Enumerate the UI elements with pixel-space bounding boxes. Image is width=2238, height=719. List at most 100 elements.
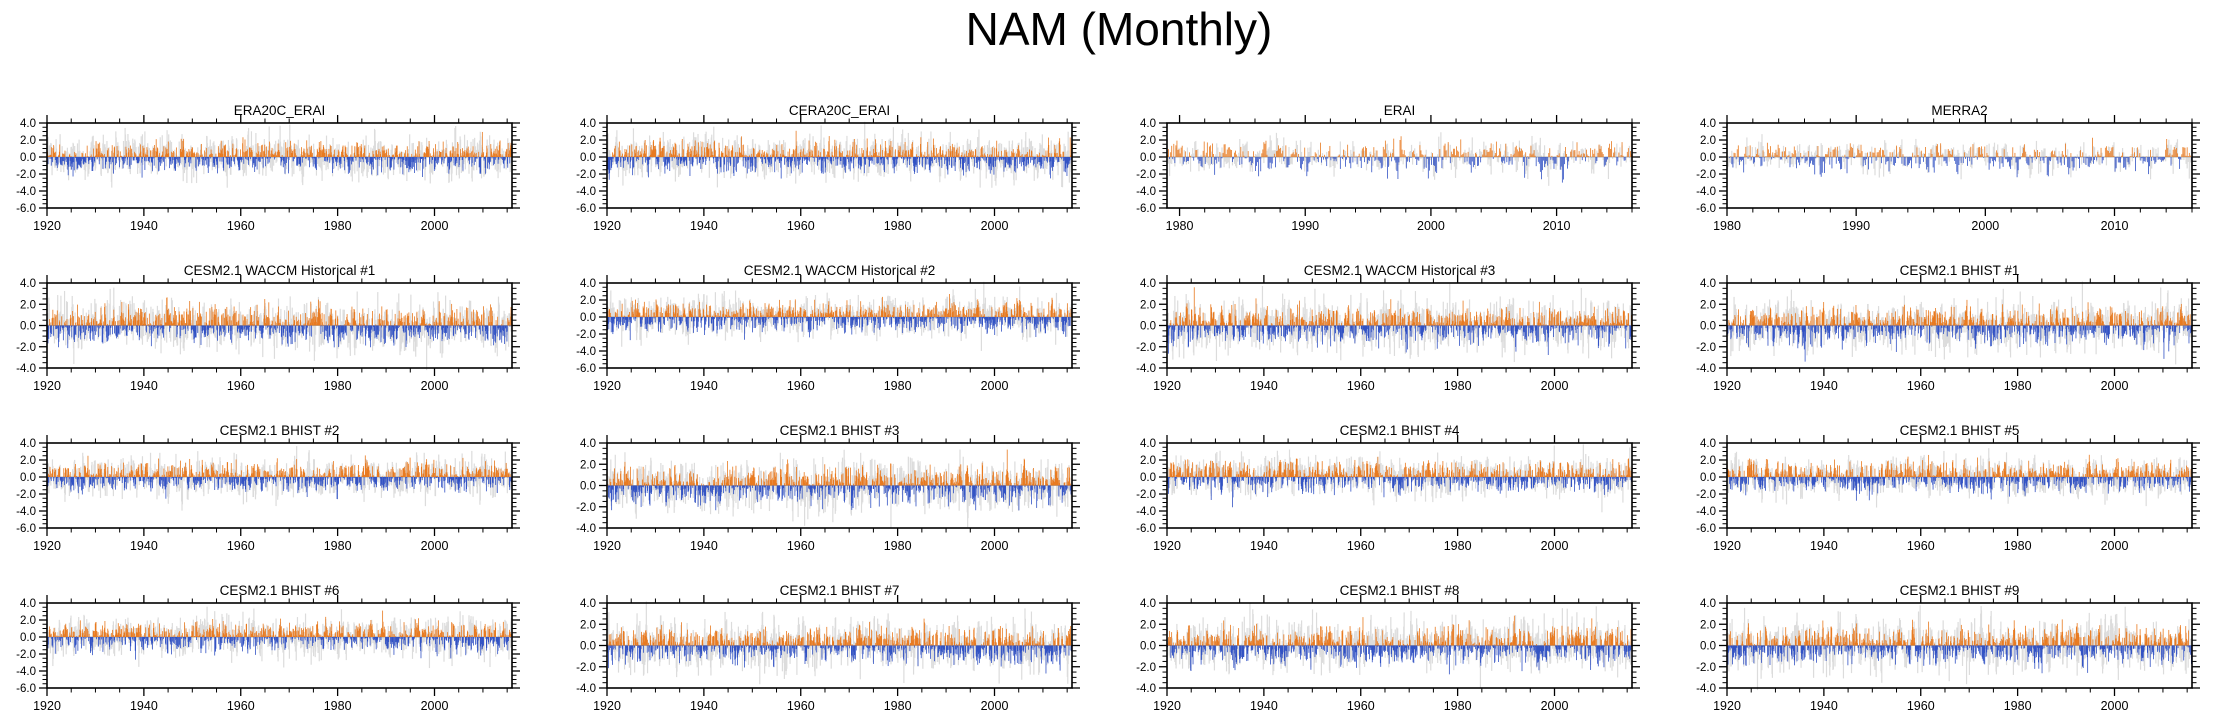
panel-title: CESM2.1 WACCM Historical #1 xyxy=(184,263,376,278)
y-tick-label: 0.0 xyxy=(580,152,596,164)
panel-title: CESM2.1 BHIST #2 xyxy=(220,423,340,438)
x-tick-label: 2000 xyxy=(981,539,1009,553)
y-tick-label: -2.0 xyxy=(576,662,596,674)
chart-svg: 4.0 2.0 0.0 -2.0 -4.0 -6.0 1920 1940 1960 1980 200… xyxy=(1696,423,2200,553)
panel-title: CESM2.1 WACCM Historical #3 xyxy=(1304,263,1496,278)
x-tick-label: 1920 xyxy=(1713,379,1741,393)
x-tick-label: 1940 xyxy=(1250,379,1278,393)
y-tick-label: -2.0 xyxy=(16,489,36,501)
y-tick-label: 4.0 xyxy=(1140,278,1156,290)
chart-svg: 4.0 2.0 0.0 -2.0 -4.0 1920 1940 1960 1980 2000 CES… xyxy=(1696,263,2200,393)
panel-cesm2-1-bhist-7: 4.0 2.0 0.0 -2.0 -4.0 1920 1940 1960 1980 2000 CES… xyxy=(560,560,1118,719)
y-tick-label: -4.0 xyxy=(1696,186,1716,198)
x-tick-label: 2000 xyxy=(421,379,449,393)
y-tick-label: 4.0 xyxy=(20,598,36,610)
y-tick-label: -2.0 xyxy=(16,342,36,354)
panel-erai: 4.0 2.0 0.0 -2.0 -4.0 -6.0 1980 1990 2000 2010 ERA… xyxy=(1120,80,1678,240)
panel-title: ERAI xyxy=(1384,103,1416,118)
y-tick-label: -4.0 xyxy=(1136,186,1156,198)
panel-title: CESM2.1 BHIST #5 xyxy=(1900,423,2020,438)
y-tick-label: -2.0 xyxy=(1136,169,1156,181)
chart-svg: 4.0 2.0 0.0 -2.0 -4.0 -6.0 1920 1940 1960 1980 200… xyxy=(576,103,1080,233)
x-tick-label: 1940 xyxy=(130,379,158,393)
y-tick-label: 0.0 xyxy=(1140,321,1156,333)
y-tick-label: -4.0 xyxy=(1136,683,1156,695)
x-tick-label: 2000 xyxy=(1971,219,1999,233)
y-tick-label: -6.0 xyxy=(16,523,36,535)
y-tick-label: 2.0 xyxy=(1700,299,1716,311)
x-tick-label: 1960 xyxy=(787,219,815,233)
panel-cesm2-1-bhist-3: 4.0 2.0 0.0 -2.0 -4.0 1920 1940 1960 1980 2000 CES… xyxy=(560,400,1118,560)
panel-cesm2-1-bhist-6: 4.0 2.0 0.0 -2.0 -4.0 -6.0 1920 1940 1960 1980 200… xyxy=(0,560,558,719)
x-tick-label: 1980 xyxy=(324,539,352,553)
panel-title: CESM2.1 BHIST #6 xyxy=(220,583,340,598)
y-tick-label: -6.0 xyxy=(16,683,36,695)
y-tick-label: -4.0 xyxy=(1696,506,1716,518)
x-tick-label: 1960 xyxy=(1347,539,1375,553)
chart-svg: 4.0 2.0 0.0 -2.0 -4.0 -6.0 1920 1940 1960 1980 200… xyxy=(16,423,520,553)
y-tick-label: -4.0 xyxy=(576,523,596,535)
y-tick-label: 0.0 xyxy=(1700,641,1716,653)
y-tick-label: 0.0 xyxy=(1700,321,1716,333)
x-tick-label: 1940 xyxy=(690,699,718,713)
x-tick-label: 1920 xyxy=(593,539,621,553)
panel-title: CESM2.1 BHIST #9 xyxy=(1900,583,2020,598)
y-tick-label: 4.0 xyxy=(1700,598,1716,610)
y-tick-label: 2.0 xyxy=(20,615,36,627)
x-tick-label: 1940 xyxy=(1810,539,1838,553)
x-tick-label: 1980 xyxy=(884,379,912,393)
y-tick-label: 2.0 xyxy=(1700,455,1716,467)
x-tick-label: 1920 xyxy=(33,539,61,553)
chart-svg: 4.0 2.0 0.0 -2.0 -4.0 1920 1940 1960 1980 2000 CES… xyxy=(1136,583,1640,713)
panel-title: MERRA2 xyxy=(1931,103,1987,118)
y-tick-label: 4.0 xyxy=(580,278,596,290)
y-tick-label: 0.0 xyxy=(1700,152,1716,164)
x-tick-label: 1960 xyxy=(1907,379,1935,393)
y-tick-label: 4.0 xyxy=(580,598,596,610)
x-tick-label: 2000 xyxy=(2101,539,2129,553)
y-tick-label: -2.0 xyxy=(1696,342,1716,354)
y-tick-label: 0.0 xyxy=(20,321,36,333)
x-tick-label: 1960 xyxy=(227,539,255,553)
panel-title: ERA20C_ERAI xyxy=(234,103,326,118)
y-tick-label: 0.0 xyxy=(1140,152,1156,164)
x-tick-label: 1960 xyxy=(1347,379,1375,393)
y-tick-label: 2.0 xyxy=(1140,299,1156,311)
y-tick-label: 4.0 xyxy=(20,278,36,290)
panel-cesm2-1-bhist-1: 4.0 2.0 0.0 -2.0 -4.0 1920 1940 1960 1980 2000 CES… xyxy=(1680,240,2238,400)
y-tick-label: 0.0 xyxy=(580,312,596,324)
panel-cesm2-1-bhist-5: 4.0 2.0 0.0 -2.0 -4.0 -6.0 1920 1940 1960 1980 200… xyxy=(1680,400,2238,560)
x-tick-label: 1990 xyxy=(1842,219,1870,233)
x-tick-label: 1940 xyxy=(1250,539,1278,553)
y-tick-label: 2.0 xyxy=(20,135,36,147)
x-tick-label: 1940 xyxy=(130,219,158,233)
panel-title: CERA20C_ERAI xyxy=(789,103,890,118)
y-tick-label: -2.0 xyxy=(16,169,36,181)
x-tick-label: 1920 xyxy=(33,699,61,713)
panel-title: CESM2.1 BHIST #4 xyxy=(1340,423,1460,438)
chart-svg: 4.0 2.0 0.0 -2.0 -4.0 -6.0 1920 1940 1960 1980 200… xyxy=(1136,423,1640,553)
x-tick-label: 2000 xyxy=(981,379,1009,393)
x-tick-label: 1980 xyxy=(1444,699,1472,713)
x-tick-label: 1960 xyxy=(787,379,815,393)
y-tick-label: 0.0 xyxy=(20,632,36,644)
y-tick-label: 2.0 xyxy=(1140,619,1156,631)
panel-cesm2-1-bhist-9: 4.0 2.0 0.0 -2.0 -4.0 1920 1940 1960 1980 2000 CES… xyxy=(1680,560,2238,719)
chart-svg: 4.0 2.0 0.0 -2.0 -4.0 1920 1940 1960 1980 2000 CES… xyxy=(576,583,1080,713)
y-tick-label: 2.0 xyxy=(1700,135,1716,147)
y-tick-label: 0.0 xyxy=(20,472,36,484)
y-tick-label: -6.0 xyxy=(576,363,596,375)
chart-svg: 4.0 2.0 0.0 -2.0 -4.0 -6.0 1920 1940 1960 1980 200… xyxy=(16,583,520,713)
y-tick-label: -6.0 xyxy=(1696,203,1716,215)
y-tick-label: -2.0 xyxy=(16,649,36,661)
y-tick-label: -2.0 xyxy=(1136,342,1156,354)
x-tick-label: 1980 xyxy=(2004,699,2032,713)
y-tick-label: -2.0 xyxy=(1696,489,1716,501)
x-tick-label: 1980 xyxy=(2004,379,2032,393)
x-tick-label: 1960 xyxy=(1907,699,1935,713)
x-tick-label: 1980 xyxy=(2004,539,2032,553)
panel-title: CESM2.1 BHIST #1 xyxy=(1900,263,2020,278)
x-tick-label: 1980 xyxy=(324,379,352,393)
y-tick-label: 0.0 xyxy=(20,152,36,164)
panel-cesm2-1-bhist-8: 4.0 2.0 0.0 -2.0 -4.0 1920 1940 1960 1980 2000 CES… xyxy=(1120,560,1678,719)
